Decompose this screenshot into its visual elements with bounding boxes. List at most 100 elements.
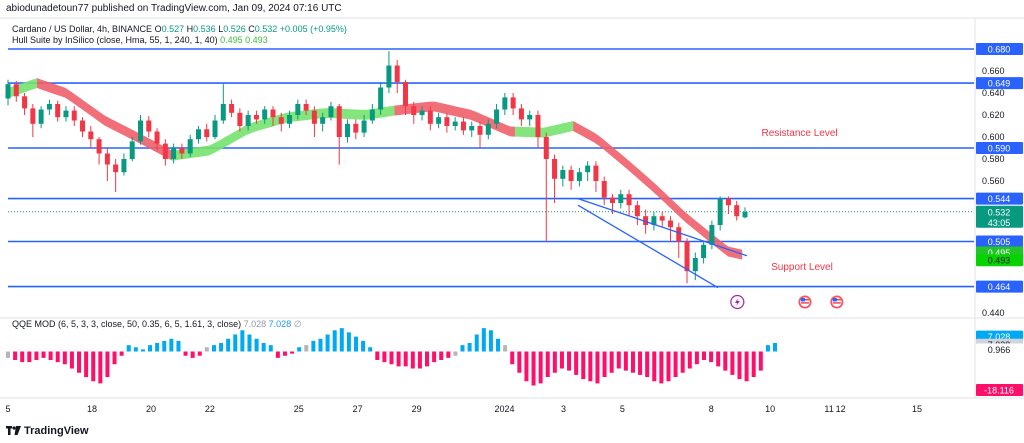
candle-body [510, 97, 516, 109]
candle-body [518, 108, 524, 120]
candle-body [179, 148, 185, 154]
candle-body [659, 216, 665, 221]
candle-body [336, 106, 342, 137]
qqe-histogram-bar [680, 351, 685, 373]
qqe-axis-label: 0.966 [988, 345, 1011, 355]
qqe-histogram-bar [417, 351, 422, 369]
hull-label: Hull Suite by InSilico (close, Hma, 55, … [12, 35, 218, 45]
qqe-histogram-bar [261, 343, 266, 352]
qqe-histogram-bar [34, 351, 39, 360]
us-flag-event-icon [830, 295, 844, 309]
candle-body [162, 143, 168, 159]
candle-body [610, 197, 616, 203]
qqe-histogram-bar [382, 351, 387, 363]
candle-body [13, 84, 19, 97]
qqe-histogram-bar [623, 351, 628, 371]
qqe-histogram-bar [240, 330, 245, 352]
candle-body [692, 258, 698, 272]
tradingview-footer[interactable]: TradingView [6, 425, 89, 437]
qqe-histogram-bar [666, 351, 671, 382]
qqe-histogram-bar [268, 345, 273, 352]
hull-ribbon-up [8, 78, 37, 98]
candle-body [204, 129, 210, 137]
candle-body [320, 117, 326, 124]
qqe-histogram-bar [517, 351, 522, 373]
qqe-histogram-bar [311, 340, 316, 352]
tradingview-logo-icon [6, 425, 21, 437]
candle-body [195, 129, 201, 140]
candle-body [328, 106, 334, 118]
us-flag-canton [832, 298, 837, 302]
candle-body [22, 96, 28, 109]
qqe-histogram-bar [765, 345, 770, 352]
candle-body [601, 181, 607, 198]
qqe-histogram-bar [126, 345, 131, 352]
qqe-histogram-bar [375, 351, 380, 360]
flash-bolt-icon [734, 298, 740, 306]
hull-ribbon-down [36, 78, 173, 161]
qqe-histogram-bar [55, 351, 60, 363]
candle-body [667, 220, 673, 228]
qqe-histogram-bar [751, 351, 756, 377]
candle-body [469, 126, 475, 131]
qqe-axis-tag [976, 338, 1023, 351]
x-tick-label: 10 [765, 404, 775, 414]
qqe-histogram-bar [20, 351, 25, 363]
axis-price-label: 0.495 [988, 248, 1011, 258]
candle-body [71, 110, 77, 121]
qqe-histogram-bar [439, 351, 444, 360]
qqe-histogram-bar [595, 351, 600, 384]
candle-body [30, 108, 36, 124]
qqe-histogram-bar [190, 351, 195, 358]
candle-body [427, 110, 433, 124]
qqe-histogram-bar [133, 347, 138, 352]
qqe-histogram-bar [318, 338, 323, 352]
low-value: 0.526 [223, 24, 246, 34]
axis-price-label: 0.532 [988, 207, 1011, 217]
level-price-label: 0.505 [988, 237, 1011, 247]
hull-value-1: 0.495 [220, 35, 243, 45]
candle-body [137, 120, 143, 142]
qqe-axis-tag [976, 343, 1023, 356]
candle-body [701, 244, 707, 258]
us-flag-stripe [800, 302, 809, 304]
qqe-histogram-bar [687, 351, 692, 369]
symbol-title[interactable]: Cardano / US Dollar, 4h, BINANCE [12, 24, 153, 34]
qqe-histogram-bar [339, 328, 344, 352]
channel-upper-line [577, 197, 748, 257]
hull-legend[interactable]: Hull Suite by InSilico (close, Hma, 55, … [12, 35, 268, 45]
candle-body [643, 216, 649, 225]
qqe-histogram-bar [290, 351, 295, 354]
level-price-label: 0.680 [988, 45, 1011, 55]
qqe-histogram-bar [396, 351, 401, 367]
qqe-histogram-bar [254, 338, 259, 352]
qqe-histogram-bar [62, 351, 67, 365]
x-tick-label: 15 [912, 404, 922, 414]
level-price-label: 0.590 [988, 144, 1011, 154]
qqe-histogram-bar [559, 351, 564, 369]
qqe-label: QQE MOD (6, 5, 3, 3, close, 50, 0.35, 6,… [12, 319, 242, 329]
candle-body [237, 112, 243, 126]
x-tick-label: 27 [353, 404, 363, 414]
qqe-histogram-bar [105, 351, 110, 377]
candle-body [311, 110, 317, 124]
qqe-histogram-bar [602, 351, 607, 377]
qqe-histogram-bar [488, 330, 493, 352]
candle-body [725, 198, 731, 206]
publisher-line: abiodunadetoun77 published on TradingVie… [6, 3, 342, 14]
qqe-histogram-bar [432, 351, 437, 363]
tradingview-brand: TradingView [24, 425, 89, 437]
candle-body [593, 165, 599, 181]
hull-value-2: 0.493 [245, 35, 268, 45]
qqe-histogram-bar [467, 343, 472, 352]
qqe-histogram-bar [389, 351, 394, 365]
qqe-histogram-bar [275, 351, 280, 358]
candle-body [402, 82, 408, 107]
hull-ribbon-down [394, 101, 516, 137]
qqe-histogram-bar [481, 328, 486, 352]
qqe-legend[interactable]: QQE MOD (6, 5, 3, 3, close, 50, 0.35, 6,… [12, 319, 302, 330]
qqe-histogram-bar [574, 351, 579, 375]
y-tick-label: 0.580 [982, 154, 1005, 164]
x-tick-label: 18 [87, 404, 97, 414]
